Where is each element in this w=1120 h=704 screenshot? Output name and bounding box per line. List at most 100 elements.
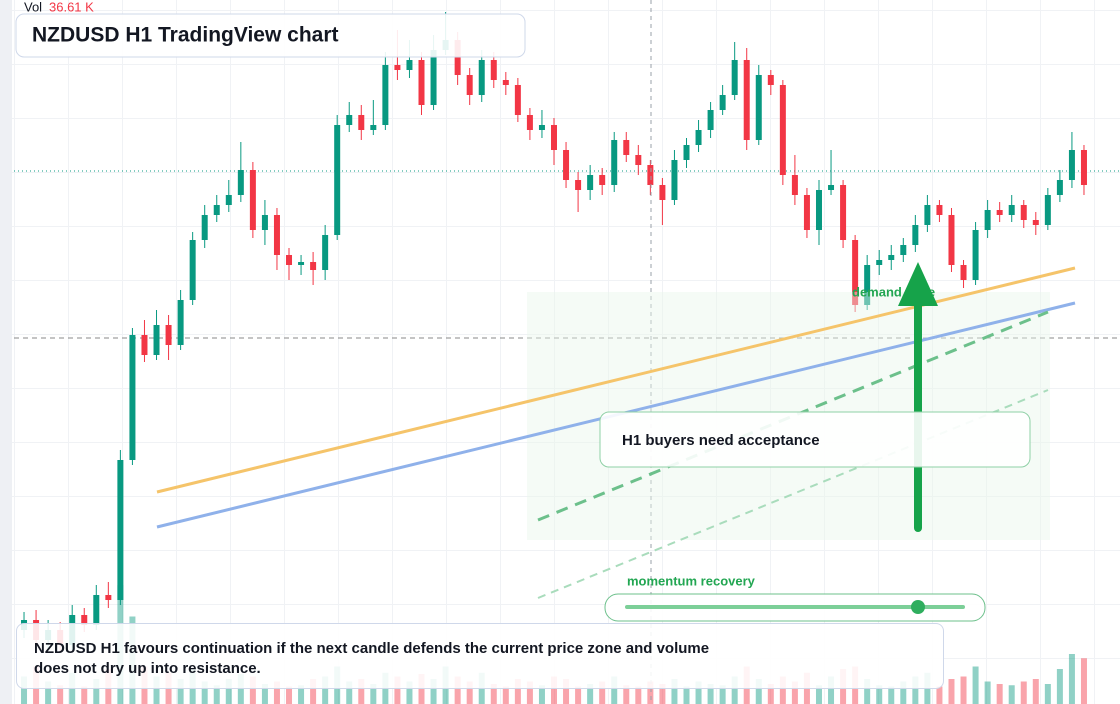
volume-bar	[201, 681, 208, 704]
candle-body	[1032, 220, 1039, 225]
trend-line	[537, 310, 1049, 522]
candle-body	[864, 265, 871, 305]
candle-body	[635, 155, 642, 165]
candle-body	[298, 262, 305, 265]
candle-body	[852, 240, 859, 305]
callout-text: H1 buyers need acceptance	[622, 432, 820, 449]
volume-bar	[502, 686, 509, 704]
candle-body	[370, 125, 377, 130]
volume-bar	[683, 686, 690, 704]
candle-body	[767, 75, 774, 85]
candle-body	[466, 75, 473, 95]
candle-body	[900, 245, 907, 255]
volume-bar	[767, 684, 774, 704]
volume-bar	[888, 686, 895, 704]
candle-body	[225, 195, 232, 205]
candle-body	[924, 205, 931, 225]
volume-bar	[406, 681, 413, 704]
volume-bar	[948, 679, 955, 704]
volume-bar	[225, 679, 232, 704]
candle-body	[213, 205, 220, 215]
candle-body	[575, 180, 582, 190]
candle-body	[779, 85, 786, 175]
volume-bar	[153, 676, 160, 704]
candle-body	[249, 170, 256, 230]
candle-body	[683, 145, 690, 160]
volume-bar	[370, 684, 377, 704]
volume-bar	[864, 679, 871, 704]
volume-bar	[996, 684, 1003, 704]
volume-bar	[972, 666, 979, 704]
candle-body	[1044, 195, 1051, 225]
volume-bar	[430, 679, 437, 704]
candle-body	[286, 255, 293, 265]
volume-bar	[298, 685, 305, 704]
candle-body	[755, 75, 762, 140]
candle-body	[129, 335, 136, 460]
candle-body	[960, 265, 967, 280]
candle-body	[153, 325, 160, 355]
volume-bar	[538, 685, 545, 704]
volume-bar	[936, 686, 943, 704]
candle-body	[888, 255, 895, 260]
candle-body	[599, 175, 606, 185]
candle-body	[743, 60, 750, 140]
candle-body	[406, 60, 413, 70]
volume-bar	[575, 686, 582, 704]
arrow-head	[898, 262, 938, 306]
candle-body	[261, 215, 268, 230]
candle-body	[707, 110, 714, 130]
candle-body	[936, 205, 943, 215]
left-strip	[0, 0, 12, 704]
candle-body	[671, 160, 678, 200]
candle-body	[394, 65, 401, 70]
volume-bar	[394, 676, 401, 704]
candle-body	[1020, 205, 1027, 220]
volume-bar	[273, 681, 280, 704]
volume-label: Vol	[24, 0, 42, 14]
volume-bar	[623, 685, 630, 704]
candle-body	[81, 615, 88, 625]
callout-box	[599, 411, 1031, 468]
volume-bar	[490, 684, 497, 704]
candle-body	[719, 95, 726, 110]
volume-bar	[346, 681, 353, 704]
candle-body	[984, 210, 991, 230]
chart-title: NZDUSD H1 TradingView chart	[32, 24, 339, 47]
candle-body	[490, 60, 497, 80]
candle-body	[538, 125, 545, 130]
candle-body	[996, 210, 1003, 215]
volume-bar	[261, 684, 268, 704]
slider-knob[interactable]	[911, 600, 925, 614]
volume-bar	[1056, 669, 1063, 704]
candle-body	[840, 185, 847, 240]
volume-bar	[45, 681, 52, 704]
volume-bar	[635, 686, 642, 704]
volume-bar	[1008, 685, 1015, 704]
volume-bar	[731, 676, 738, 704]
volume-bar	[249, 676, 256, 704]
volume-bar	[815, 685, 822, 704]
candle-body	[587, 175, 594, 190]
volume-bar	[286, 686, 293, 704]
candle-body	[647, 165, 654, 185]
candle-body	[1056, 180, 1063, 195]
volume-bar	[900, 681, 907, 704]
title-box	[15, 13, 526, 58]
candle-body	[189, 240, 196, 300]
candle-body	[430, 50, 437, 105]
candle-body	[514, 85, 521, 115]
volume-bar	[177, 679, 184, 704]
candle-body	[623, 140, 630, 155]
volume-bar	[671, 679, 678, 704]
candle-body	[828, 185, 835, 190]
volume-bar	[322, 676, 329, 704]
candle-body	[310, 262, 317, 270]
candle-body	[695, 130, 702, 145]
candle-body	[105, 595, 112, 600]
volume-bar	[599, 681, 606, 704]
volume-bar	[707, 684, 714, 704]
candle-body	[912, 225, 919, 245]
